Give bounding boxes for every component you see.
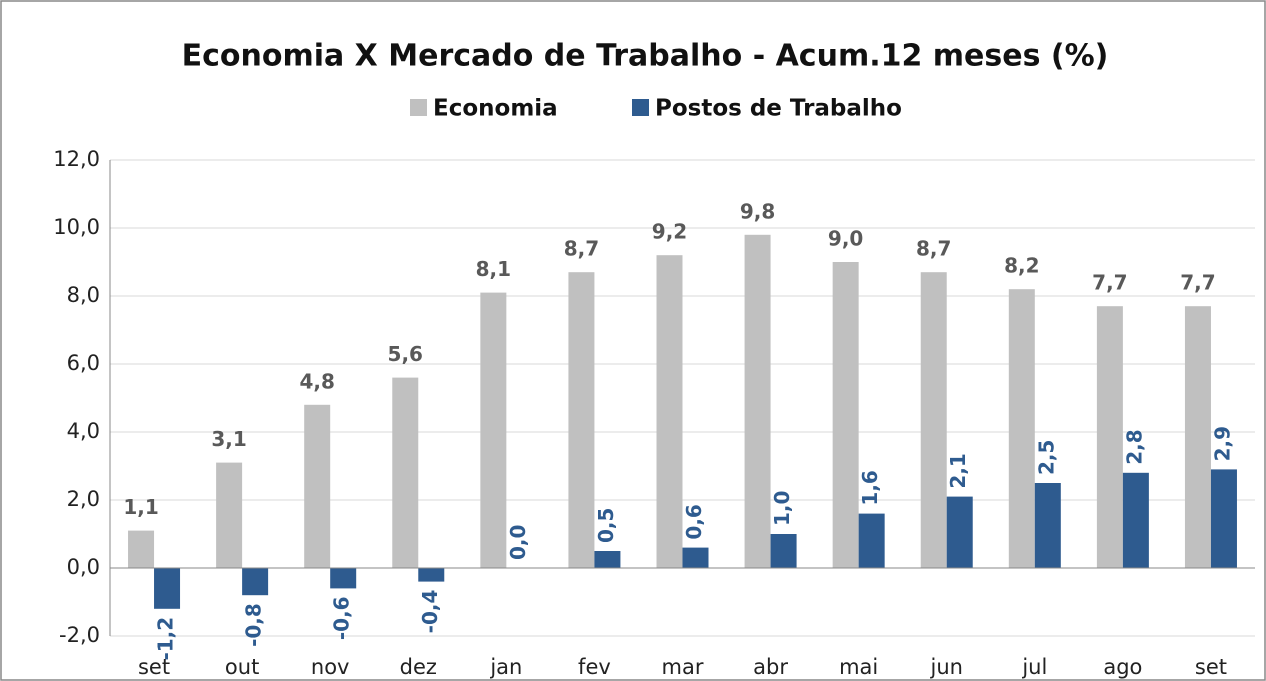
bar (392, 377, 419, 568)
bar (128, 530, 155, 568)
y-tick-label: 12,0 (53, 147, 100, 171)
legend-swatch (410, 99, 427, 116)
x-tick-label: out (225, 655, 259, 679)
bar (418, 568, 445, 582)
bar (330, 568, 357, 589)
bar (920, 272, 947, 568)
value-label: 8,7 (564, 237, 599, 261)
value-label: 9,8 (740, 199, 775, 223)
value-label: 0,6 (682, 504, 706, 539)
y-tick-label: 0,0 (67, 555, 100, 579)
value-label: -0,8 (242, 603, 266, 647)
x-tick-label: jan (489, 655, 522, 679)
bar (858, 513, 885, 568)
bar (1096, 306, 1123, 568)
bar (656, 255, 683, 568)
value-label: -1,2 (154, 617, 178, 661)
value-label: 2,8 (1122, 429, 1146, 464)
value-label: 2,5 (1034, 440, 1058, 475)
value-label: 8,7 (916, 237, 951, 261)
bar (744, 234, 771, 569)
value-label: 3,1 (211, 427, 246, 451)
x-tick-label: abr (753, 655, 788, 679)
bar (1034, 483, 1061, 568)
bar (216, 462, 243, 568)
legend-swatch (632, 99, 649, 116)
value-label: 9,0 (828, 227, 863, 251)
legend-label: Economia (433, 96, 558, 122)
y-tick-label: 4,0 (67, 419, 100, 443)
bar (946, 496, 973, 568)
value-label: 7,7 (1092, 271, 1127, 295)
value-label: 8,2 (1004, 254, 1039, 278)
x-tick-label: jul (1021, 655, 1047, 679)
bar (832, 262, 859, 568)
value-label: 2,1 (946, 453, 970, 488)
bar (1122, 472, 1149, 568)
x-tick-label: set (138, 655, 170, 679)
x-tick-label: ago (1103, 655, 1142, 679)
bar (594, 551, 621, 568)
bar (304, 404, 331, 568)
y-tick-label: 2,0 (67, 487, 100, 511)
legend: Economia Postos de Trabalho (410, 96, 902, 122)
x-tick-label: set (1195, 655, 1227, 679)
x-tick-label: dez (400, 655, 437, 679)
y-tick-label: 8,0 (67, 283, 100, 307)
bar (1210, 469, 1237, 568)
x-tick-label: nov (311, 655, 350, 679)
x-tick-label: jun (929, 655, 962, 679)
value-label: 9,2 (652, 220, 687, 244)
y-tick-label: 10,0 (53, 215, 100, 239)
value-label: 7,7 (1180, 271, 1215, 295)
bar (1008, 289, 1035, 568)
bar (154, 568, 181, 609)
value-label: 2,9 (1210, 426, 1234, 461)
value-label: -0,6 (330, 596, 354, 640)
y-tick-label: 6,0 (67, 351, 100, 375)
x-tick-label: mai (839, 655, 878, 679)
bar (242, 568, 269, 596)
bar (770, 534, 797, 568)
x-tick-label: mar (662, 655, 704, 679)
bar (682, 547, 709, 568)
value-label: 1,0 (770, 491, 794, 526)
value-label: 4,8 (299, 369, 334, 393)
value-label: 1,1 (123, 495, 158, 519)
value-label: 1,6 (858, 470, 882, 505)
legend-label: Postos de Trabalho (655, 96, 902, 122)
chart-title: Economia X Mercado de Trabalho - Acum.12… (182, 39, 1109, 74)
y-tick-label: -2,0 (59, 623, 100, 647)
bar (568, 272, 595, 568)
value-label: 0,5 (594, 508, 618, 543)
bar (1184, 306, 1211, 568)
x-tick-label: fev (578, 655, 611, 679)
bar (480, 292, 507, 568)
value-label: 0,0 (506, 525, 530, 560)
value-label: 5,6 (388, 342, 423, 366)
value-label: -0,4 (418, 590, 442, 634)
value-label: 8,1 (476, 257, 511, 281)
